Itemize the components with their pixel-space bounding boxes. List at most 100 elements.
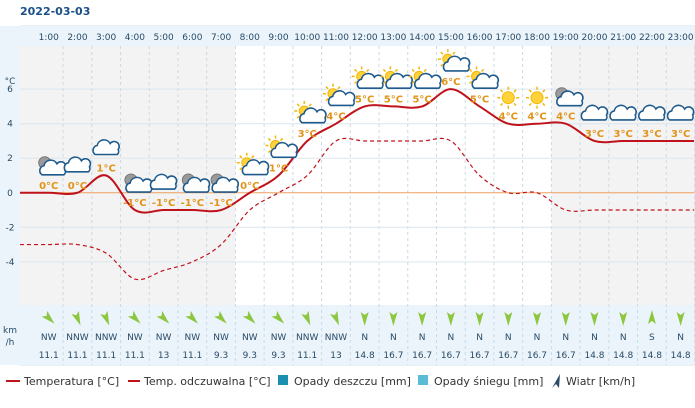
wind-arrow-icon (329, 310, 340, 326)
wind-speed-label: 11.1 (182, 351, 202, 361)
wind-arrow-icon (475, 312, 484, 326)
hour-tick-label: 6:00 (182, 33, 202, 43)
hour-tick-label: 1:00 (39, 33, 59, 43)
wind-speed-label: 13 (158, 351, 169, 361)
night-partly-cloudy-icon (182, 176, 211, 193)
temperature-data-label: 5°C (470, 94, 489, 105)
hour-tick-label: 18:00 (524, 33, 550, 43)
legend-wind-icon (552, 374, 560, 388)
temperature-data-label: 0°C (39, 181, 58, 192)
cloud-icon (149, 173, 178, 190)
wind-direction-label: NNW (325, 333, 347, 343)
temperature-data-label: 4°C (527, 112, 546, 123)
temperature-data-label: -1°C (209, 198, 232, 209)
cloud-icon (609, 104, 637, 121)
temperature-data-label: 3°C (642, 129, 661, 140)
wind-speed-label: 11.1 (96, 351, 116, 361)
wind-arrow-icon (446, 312, 455, 326)
temperature-data-label: 5°C (355, 94, 374, 105)
wind-arrow-icon (360, 312, 369, 326)
wind-direction-label: NW (185, 333, 201, 343)
y-unit-label: °C (5, 77, 16, 87)
wind-direction-label: NW (271, 333, 287, 343)
y-tick-label: 0 (7, 189, 13, 199)
wind-direction-label: N (677, 333, 684, 343)
temperature-data-label: -1°C (123, 198, 146, 209)
y-tick-label: 4 (7, 120, 13, 130)
wind-direction-label: NW (242, 333, 258, 343)
temperature-data-label: -1°C (152, 198, 175, 209)
hour-tick-label: 3:00 (96, 33, 116, 43)
legend-wind-label: Wiatr [km/h] (566, 375, 635, 388)
hour-tick-label: 20:00 (581, 33, 607, 43)
wind-arrow-icon (533, 312, 542, 326)
wind-direction-label: S (649, 333, 655, 343)
wind-speed-label: 13 (330, 351, 341, 361)
wind-direction-label: NW (213, 333, 229, 343)
wind-band (20, 305, 694, 365)
wind-direction-label: N (390, 333, 397, 343)
temperature-data-label: -1°C (181, 198, 204, 209)
legend-snow-label: Opady śniegu [mm] (434, 375, 543, 388)
wind-arrow-icon (271, 310, 285, 324)
hour-tick-label: 2:00 (67, 33, 87, 43)
wind-direction-label: NNW (95, 333, 117, 343)
wind-speed-label: 14.8 (584, 351, 604, 361)
sun-cloud-icon (356, 72, 385, 89)
wind-direction-label: NNW (66, 333, 88, 343)
hour-tick-label: 4:00 (125, 33, 145, 43)
wind-direction-label: N (534, 333, 541, 343)
legend-snow-swatch (418, 375, 428, 385)
temperature-data-label: 3°C (585, 129, 604, 140)
sun-cloud-icon (385, 72, 413, 89)
y-tick-label: -2 (6, 223, 15, 233)
wind-arrow-icon (100, 310, 110, 326)
wind-speed-label: 9.3 (243, 351, 257, 361)
wind-speed-label: 14.8 (642, 351, 662, 361)
temperature-data-label: 0°C (68, 181, 87, 192)
hour-tick-label: 9:00 (268, 33, 288, 43)
wind-speed-label: 14.8 (613, 351, 633, 361)
wind-arrow-icon (242, 310, 256, 324)
wind-unit-label: /h (6, 338, 15, 348)
wind-arrow-icon (676, 312, 685, 326)
wind-speed-label: 16.7 (556, 351, 576, 361)
wind-speed-label: 14.8 (355, 351, 375, 361)
wind-direction-label: NW (127, 333, 143, 343)
wind-arrow-icon (389, 312, 398, 326)
wind-direction-label: NW (41, 333, 57, 343)
wind-direction-label: N (361, 333, 368, 343)
wind-speed-label: 14.8 (671, 351, 691, 361)
wind-arrow-icon (301, 310, 311, 326)
y-tick-label: 6 (7, 85, 13, 95)
hour-tick-label: 8:00 (240, 33, 260, 43)
hour-tick-label: 23:00 (668, 33, 694, 43)
wind-direction-label: N (562, 333, 569, 343)
wind-arrow-icon (71, 310, 81, 326)
wind-direction-label: N (419, 333, 426, 343)
hour-tick-label: 17:00 (495, 33, 521, 43)
legend-temperature-label: Temperatura [°C] (23, 375, 119, 388)
wind-speed-label: 9.3 (271, 351, 285, 361)
hour-tick-label: 10:00 (294, 33, 320, 43)
sun-cloud-icon (299, 107, 327, 124)
wind-arrow-icon (41, 310, 55, 324)
wind-speed-label: 16.7 (527, 351, 547, 361)
temperature-data-label: 5°C (412, 94, 431, 105)
cloud-icon (638, 104, 666, 121)
sun-cloud-icon (471, 72, 500, 89)
hour-tick-label: 13:00 (380, 33, 406, 43)
temperature-data-label: 3°C (671, 129, 690, 140)
wind-direction-label: N (476, 333, 483, 343)
sun-icon (526, 86, 549, 109)
sun-cloud-icon (241, 159, 270, 176)
sun-cloud-icon (270, 141, 299, 159)
hour-tick-label: 5:00 (154, 33, 174, 43)
wind-arrow-icon (590, 312, 599, 326)
cloud-icon (666, 104, 695, 121)
sun-cloud-icon (327, 90, 356, 107)
sun-icon (497, 86, 520, 109)
sun-cloud-icon (442, 55, 471, 72)
